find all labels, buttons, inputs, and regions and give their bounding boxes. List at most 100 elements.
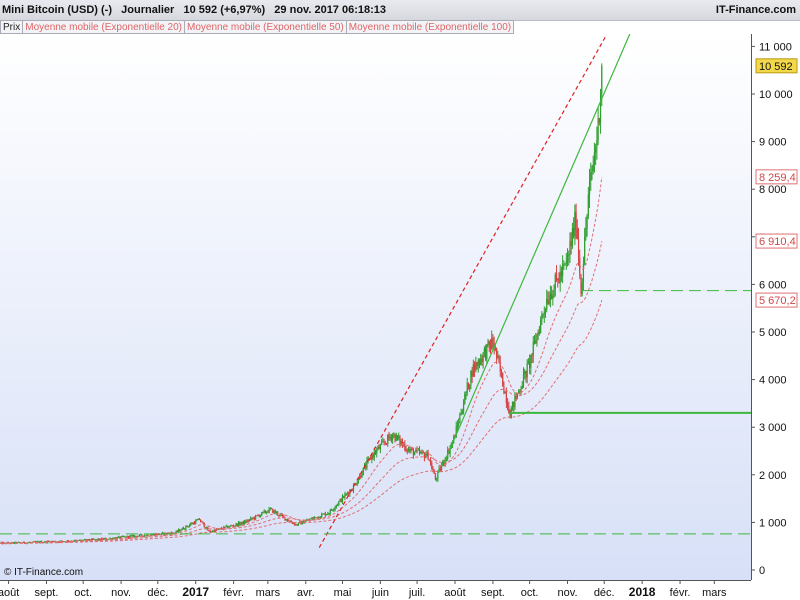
candle-body <box>281 514 284 516</box>
candle-body <box>541 314 543 321</box>
candle-body <box>414 452 416 456</box>
candle-body <box>531 355 533 356</box>
candle-body <box>381 441 383 445</box>
candle-body <box>91 538 93 541</box>
plot-background <box>0 34 751 580</box>
candle-body <box>234 525 236 527</box>
candle-body <box>596 140 598 148</box>
candle-body <box>445 458 448 460</box>
candle-body <box>242 521 245 524</box>
candle-body <box>357 479 359 483</box>
y-tick-label: 10 000 <box>759 89 793 101</box>
candle-body <box>233 525 235 527</box>
candle-body <box>157 533 159 536</box>
candle-body <box>418 449 421 454</box>
legend-item-ema100[interactable]: Moyenne mobile (Exponentielle 100) <box>346 20 515 34</box>
candle-body <box>592 164 594 171</box>
candle-body <box>358 475 361 480</box>
candle-body <box>196 520 198 521</box>
price-tag-box <box>755 169 798 185</box>
candle-body <box>4 542 6 544</box>
candle-body <box>417 449 419 451</box>
x-tick-label: 2017 <box>182 585 209 599</box>
candle-body <box>83 539 85 541</box>
candle-body <box>130 535 132 537</box>
candle-body <box>449 447 451 454</box>
candle-body <box>244 521 246 524</box>
x-tick-label: nov. <box>111 587 131 599</box>
candle-body <box>143 535 145 537</box>
candle-body <box>273 510 275 513</box>
candle-body <box>97 539 99 541</box>
candle-body <box>431 463 433 470</box>
candle-body <box>252 517 254 519</box>
price-tag-label: 8 259,4 <box>759 172 796 184</box>
candle-body <box>555 274 558 279</box>
candle-body <box>34 541 37 543</box>
candle-body <box>53 541 55 543</box>
candle-body <box>212 530 214 532</box>
x-tick-label: déc. <box>594 587 615 599</box>
y-tick-label: 2 000 <box>759 470 787 482</box>
candle-body <box>74 540 76 542</box>
candle-body <box>461 411 463 414</box>
candle-body <box>573 228 575 237</box>
candle-body <box>532 341 534 356</box>
candle-body <box>395 434 397 441</box>
candle-body <box>598 118 600 123</box>
candle-body <box>481 358 483 362</box>
candle-body <box>390 437 393 440</box>
candle-body <box>48 541 50 542</box>
candle-body <box>587 194 589 215</box>
candle-body <box>591 170 593 173</box>
candle-body <box>516 393 518 399</box>
candle-body <box>387 435 389 445</box>
candle-body <box>499 362 501 372</box>
candle-body <box>464 393 466 405</box>
candle-body <box>69 541 71 543</box>
price-tags: 10 592 8 259,4 6 910,4 5 670,2 <box>755 58 798 308</box>
candle-body <box>500 371 503 373</box>
footer-brand: © IT-Finance.com <box>4 567 84 578</box>
legend-item-ema50[interactable]: Moyenne mobile (Exponentielle 50) <box>185 20 347 34</box>
x-tick-label: mai <box>334 587 352 599</box>
instrument-title: Mini Bitcoin (USD) (-) Journalier 10 592… <box>2 4 387 16</box>
candle-body <box>60 540 62 542</box>
price-tag-box <box>755 58 798 74</box>
legend-item-price[interactable]: Prix <box>0 20 24 34</box>
ema50-line <box>0 241 603 544</box>
x-tick-label: oct. <box>74 587 92 599</box>
candle-body <box>177 529 180 532</box>
candle-body <box>553 288 555 296</box>
candle-body <box>590 172 592 182</box>
candle-body <box>108 538 110 540</box>
candle-body <box>436 478 438 480</box>
candle-body <box>32 541 34 543</box>
candle-body <box>86 539 88 541</box>
candle-body <box>503 386 505 394</box>
candle-body <box>7 542 10 544</box>
candle-body <box>82 540 84 541</box>
candle-body <box>248 519 251 522</box>
candle-body <box>406 449 408 452</box>
candle-body <box>33 541 35 543</box>
candle-body <box>376 449 378 454</box>
candle-body <box>597 118 599 141</box>
legend-item-ema20[interactable]: Moyenne mobile (Exponentielle 20) <box>23 20 185 34</box>
candle-body <box>513 401 515 408</box>
candle-body <box>533 340 536 342</box>
candle-body <box>296 524 298 526</box>
candle-body <box>491 338 493 349</box>
candle-body <box>121 536 123 538</box>
candle-body <box>151 534 153 536</box>
candle-body <box>562 264 564 276</box>
candle-body <box>373 451 375 458</box>
candle-body <box>175 530 177 533</box>
candle-body <box>339 499 341 502</box>
header-brand[interactable]: IT-Finance.com <box>715 4 796 16</box>
candle-body <box>253 517 256 519</box>
candle-body <box>521 386 523 389</box>
candle-body <box>240 523 242 525</box>
candle-body <box>324 513 326 516</box>
